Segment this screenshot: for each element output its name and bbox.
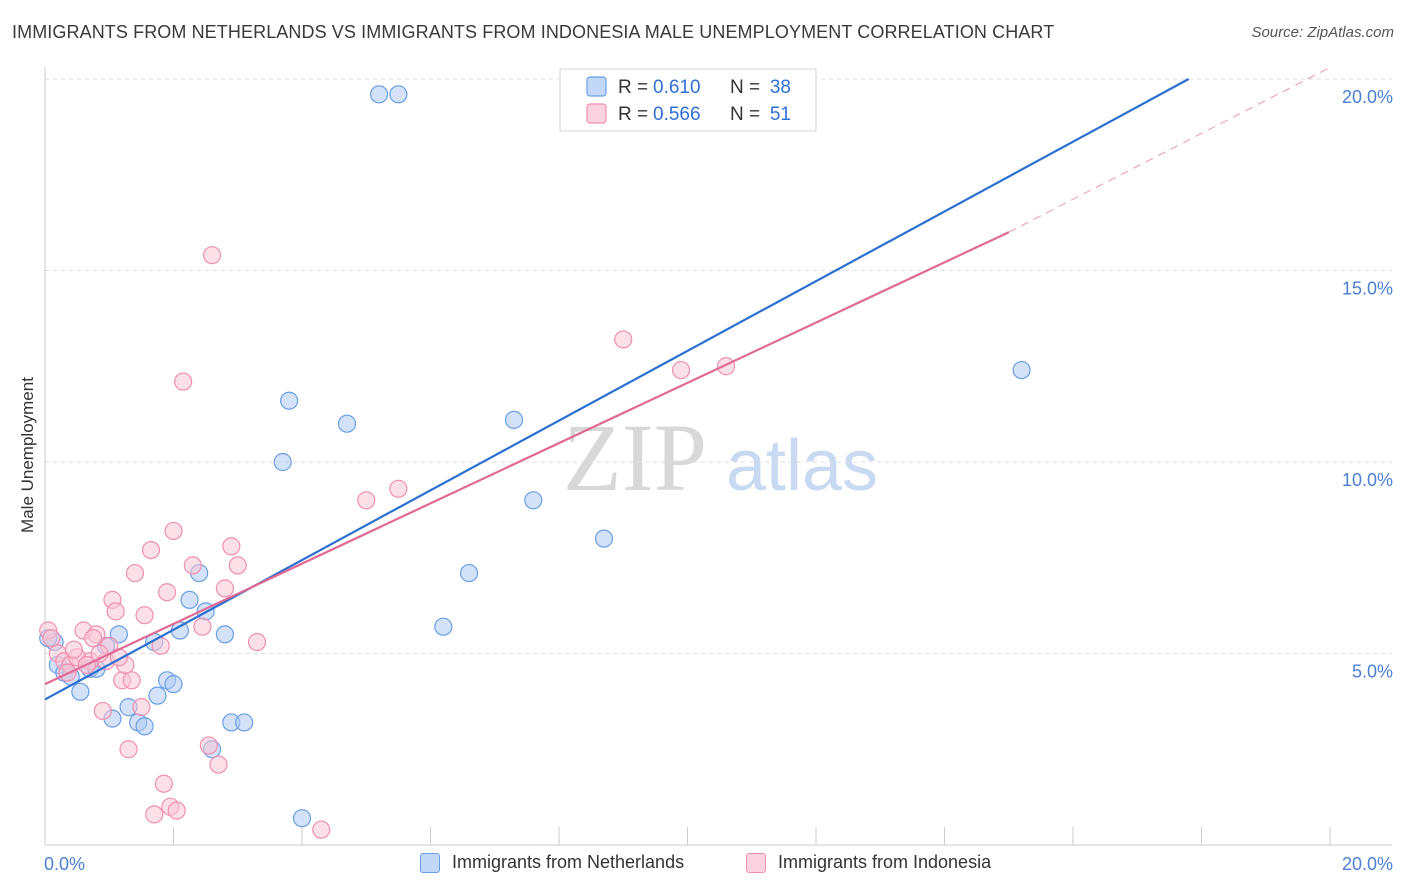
source-label: Source: ZipAtlas.com xyxy=(1251,24,1394,41)
stats-r-value: 0.610 xyxy=(653,77,701,98)
point-netherlands xyxy=(280,391,299,410)
legend-label-netherlands: Immigrants from Netherlands xyxy=(452,852,685,872)
point-netherlands xyxy=(370,85,389,104)
point-indonesia xyxy=(135,606,154,625)
point-indonesia xyxy=(222,537,241,556)
point-netherlands xyxy=(292,809,312,828)
legend-label-indonesia: Immigrants from Indonesia xyxy=(778,852,992,872)
point-indonesia xyxy=(357,491,376,510)
y-tick-label: 5.0% xyxy=(1352,662,1393,682)
point-indonesia xyxy=(193,617,212,636)
point-indonesia xyxy=(228,556,247,575)
trendline-netherlands xyxy=(44,78,1190,701)
stats-r-label: R = xyxy=(618,104,648,125)
point-indonesia xyxy=(614,330,633,349)
point-indonesia xyxy=(174,372,193,391)
point-indonesia xyxy=(145,805,164,824)
x-tick-label-max: 20.0% xyxy=(1342,854,1393,874)
netherlands-swatch xyxy=(420,852,440,873)
legend-item-netherlands[interactable]: Immigrants from Netherlands xyxy=(420,852,684,873)
point-indonesia xyxy=(93,701,112,721)
point-indonesia xyxy=(132,698,151,717)
point-netherlands xyxy=(524,491,543,510)
stats-legend-swatch xyxy=(586,76,607,97)
point-indonesia xyxy=(157,583,177,602)
point-indonesia xyxy=(167,801,186,820)
point-indonesia xyxy=(389,479,408,498)
point-indonesia xyxy=(209,755,228,774)
point-indonesia xyxy=(122,671,141,690)
stats-n-label: N = xyxy=(730,104,760,125)
indonesia-swatch xyxy=(746,852,766,873)
stats-r-label: R = xyxy=(618,77,648,98)
point-netherlands xyxy=(1012,360,1031,380)
point-netherlands xyxy=(273,452,292,472)
point-indonesia xyxy=(202,246,222,265)
trendline-indonesia-extension xyxy=(1008,66,1331,233)
watermark-atlas: atlas xyxy=(726,426,878,506)
point-indonesia xyxy=(64,640,84,659)
point-netherlands xyxy=(594,529,614,548)
point-indonesia xyxy=(154,774,173,793)
bottom-legend: Immigrants from Netherlands Immigrants f… xyxy=(0,850,1406,880)
point-netherlands xyxy=(215,625,234,644)
point-netherlands xyxy=(337,414,357,433)
chart-title: IMMIGRANTS FROM NETHERLANDS VS IMMIGRANT… xyxy=(12,22,1055,42)
point-indonesia xyxy=(42,629,61,648)
point-netherlands xyxy=(389,85,408,104)
point-netherlands xyxy=(235,713,254,732)
legend-item-indonesia[interactable]: Immigrants from Indonesia xyxy=(746,852,991,873)
point-indonesia xyxy=(671,360,691,380)
y-tick-label: 10.0% xyxy=(1342,470,1393,490)
point-netherlands xyxy=(459,563,479,583)
point-indonesia xyxy=(141,540,161,560)
point-indonesia xyxy=(215,579,234,598)
stats-n-label: N = xyxy=(730,77,760,98)
point-indonesia xyxy=(84,629,103,648)
point-indonesia xyxy=(312,820,331,839)
point-indonesia xyxy=(119,740,138,759)
y-tick-label: 20.0% xyxy=(1342,87,1393,107)
stats-n-value: 38 xyxy=(770,77,791,98)
point-indonesia xyxy=(106,602,125,621)
point-indonesia xyxy=(125,563,145,583)
point-netherlands xyxy=(71,682,90,701)
point-indonesia xyxy=(199,736,218,755)
point-netherlands xyxy=(148,686,167,705)
trendline-indonesia xyxy=(44,231,1010,686)
point-netherlands xyxy=(164,675,183,694)
point-netherlands xyxy=(434,617,453,636)
point-netherlands xyxy=(180,590,199,609)
point-netherlands xyxy=(135,717,154,736)
point-indonesia xyxy=(247,632,267,652)
watermark-zip: ZIP xyxy=(563,404,707,511)
stats-r-value: 0.566 xyxy=(653,104,701,125)
point-netherlands xyxy=(504,410,524,429)
y-tick-label: 15.0% xyxy=(1342,279,1393,299)
stats-n-value: 51 xyxy=(770,104,791,125)
x-tick-label-min: 0.0% xyxy=(44,854,85,874)
point-indonesia xyxy=(164,521,183,541)
stats-legend-swatch xyxy=(586,103,607,124)
point-indonesia xyxy=(183,556,202,575)
point-indonesia xyxy=(716,357,736,376)
